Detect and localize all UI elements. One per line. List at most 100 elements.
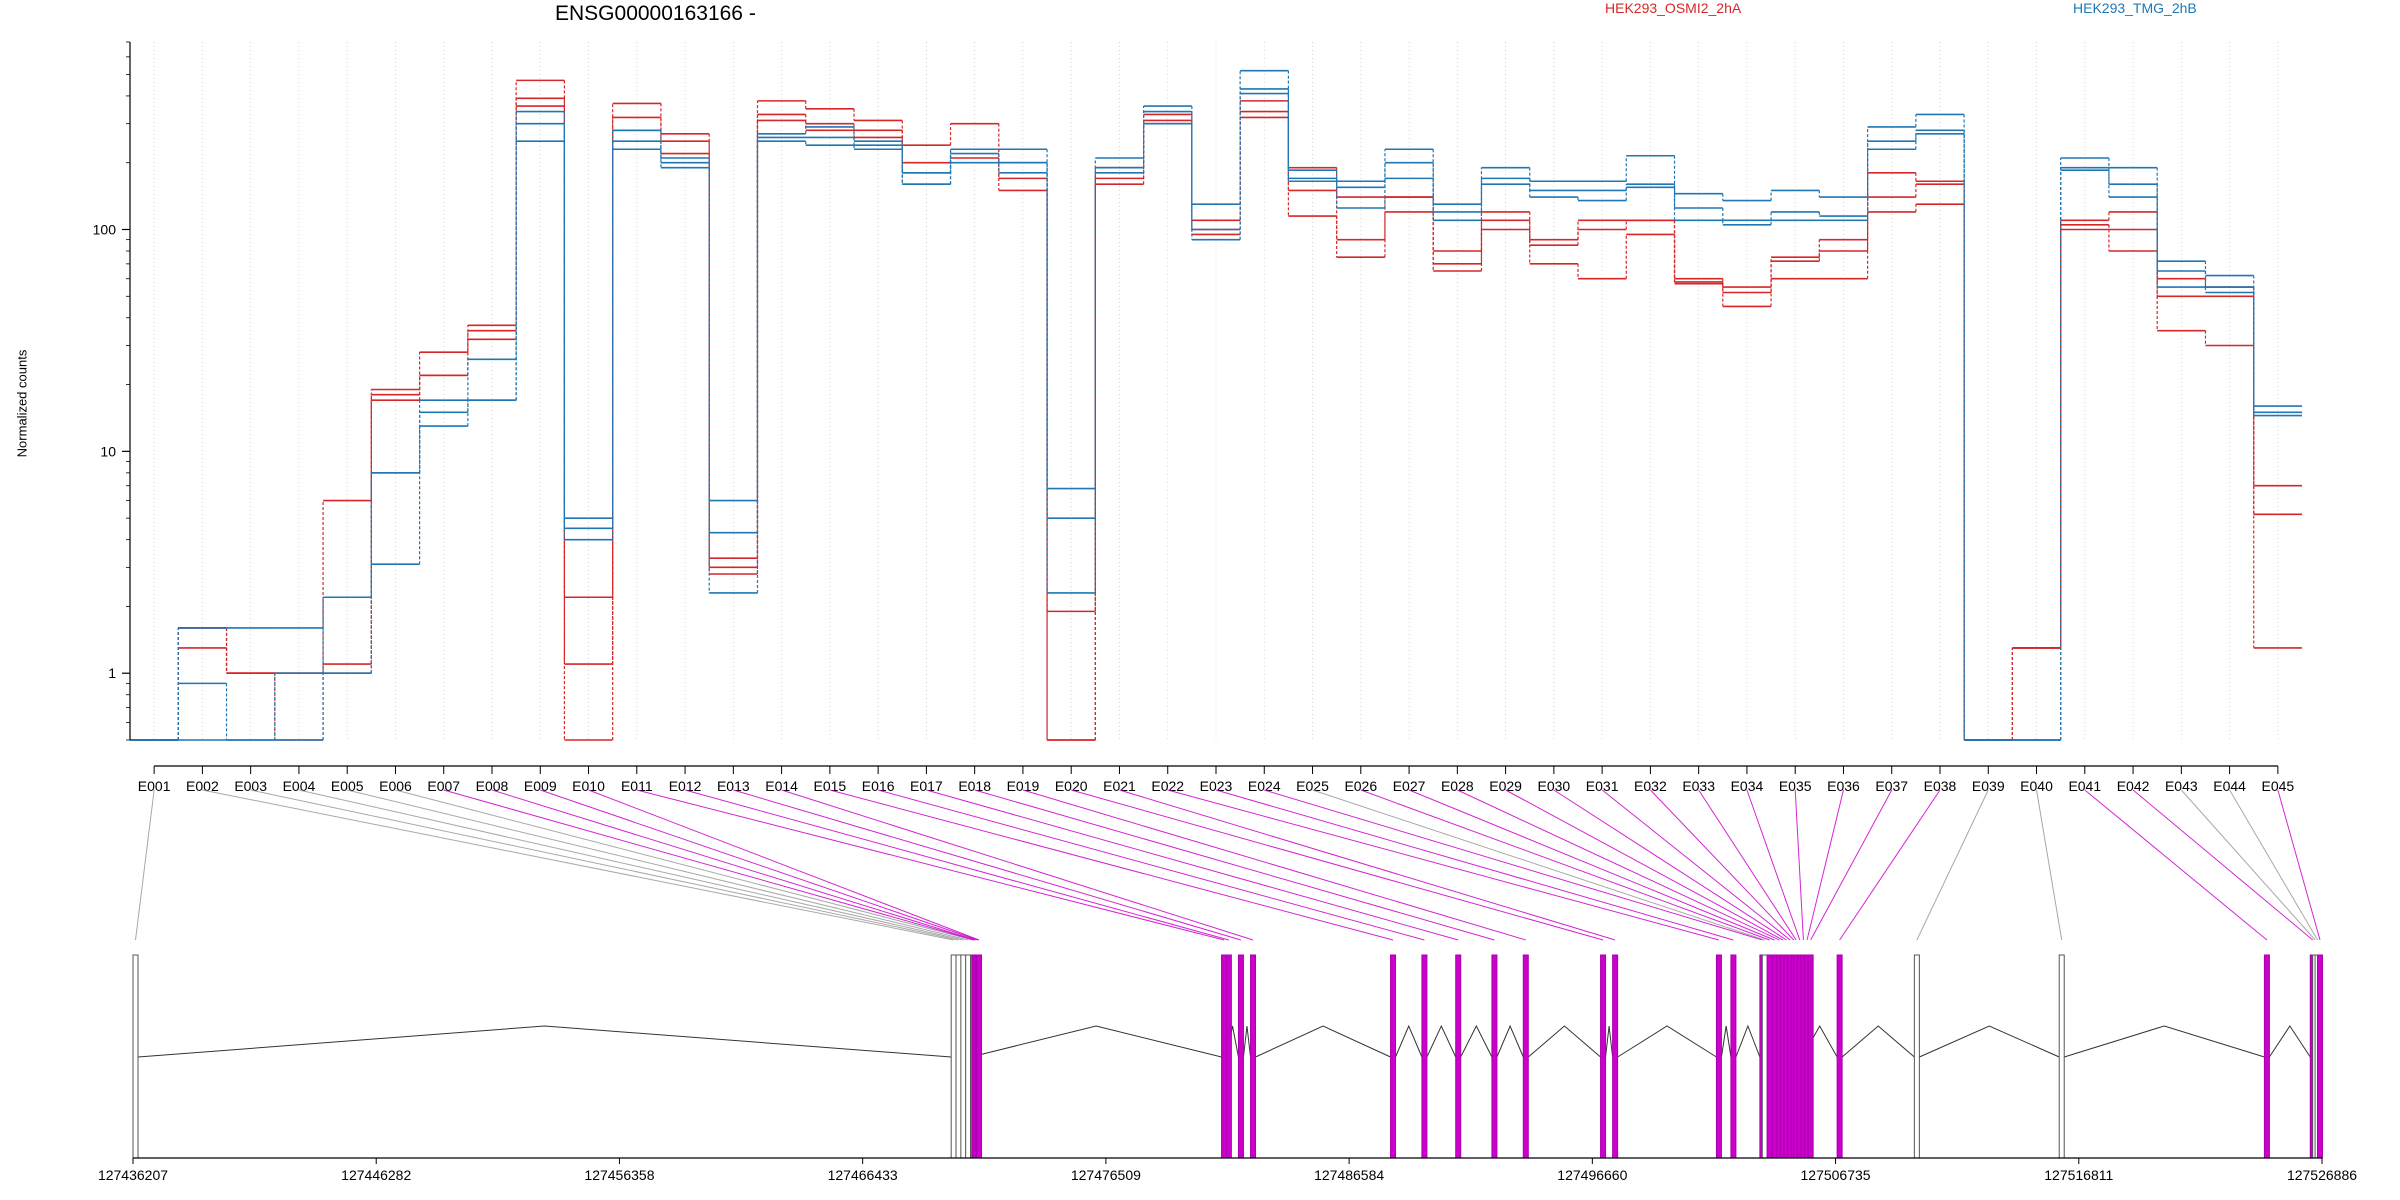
x-tick-label-e031: E031	[1586, 778, 1619, 794]
connector-e033	[1698, 789, 1797, 941]
connector-e003	[250, 789, 959, 941]
connector-e009	[540, 789, 978, 941]
exon-box-e041	[2263, 954, 2270, 1159]
connector-e012	[684, 789, 1230, 941]
connector-e023	[1215, 789, 1734, 941]
intron-14	[1735, 1024, 1761, 1058]
connector-e028	[1457, 789, 1780, 941]
connector-e026	[1360, 789, 1770, 941]
exon-box-e027	[1771, 954, 1778, 1159]
exon-box-e018	[1491, 954, 1498, 1159]
x-tick-label-e014: E014	[765, 778, 798, 794]
x-tick-label-e042: E042	[2117, 778, 2150, 794]
connector-e039	[1916, 789, 1989, 941]
connector-e013	[733, 789, 1242, 941]
connector-e036	[1806, 789, 1844, 941]
exon-box-e039	[1913, 954, 1920, 1159]
intron-19	[1841, 1025, 1915, 1058]
intron-20	[1919, 1025, 2060, 1058]
series-lines	[130, 69, 2302, 741]
connector-e035	[1794, 789, 1804, 941]
x-tick-label-e012: E012	[669, 778, 702, 794]
genomic-tick-label-7: 127506735	[1801, 1167, 1871, 1183]
chart-title: ENSG00000163166 -	[555, 2, 756, 25]
connector-e021	[1119, 789, 1616, 941]
x-tick-label-e038: E038	[1924, 778, 1957, 794]
connector-e038	[1839, 789, 1941, 941]
genomic-tick-label-5: 127486584	[1314, 1167, 1384, 1183]
intron-6	[1395, 1024, 1423, 1058]
gene-model	[132, 954, 2324, 1159]
x-tick-label-e009: E009	[524, 778, 557, 794]
connector-e010	[588, 789, 980, 941]
x-tick-label-e019: E019	[1007, 778, 1040, 794]
y-tick-label-10: 10	[100, 443, 116, 459]
exon-box-e010	[976, 954, 983, 1159]
connector-e005	[347, 789, 969, 941]
x-tick-label-e026: E026	[1344, 778, 1377, 794]
exon-box-e002	[950, 954, 957, 1159]
intron-8	[1460, 1024, 1493, 1058]
intron-10	[1527, 1025, 1601, 1058]
grid-lines	[153, 42, 2279, 740]
x-tick-label-e020: E020	[1055, 778, 1088, 794]
x-tick-label-e023: E023	[1200, 778, 1233, 794]
x-tick-label-e044: E044	[2213, 778, 2246, 794]
exon-box-e013	[1237, 954, 1244, 1159]
connector-e016	[878, 789, 1425, 941]
x-tick-label-e018: E018	[958, 778, 991, 794]
connector-e029	[1505, 789, 1784, 941]
connector-e042	[2132, 789, 2314, 941]
connector-e019	[1022, 789, 1526, 941]
y-tick-label-100: 100	[93, 221, 117, 237]
exon-box-e004	[960, 954, 967, 1159]
genomic-tick-label-8: 127516811	[2044, 1167, 2113, 1183]
intron-12	[1617, 1025, 1717, 1058]
x-tick-label-e002: E002	[186, 778, 219, 794]
exon-box-e017	[1455, 954, 1462, 1159]
exon-box-e016	[1421, 954, 1428, 1159]
x-tick-label-e003: E003	[234, 778, 267, 794]
x-tick-label-e021: E021	[1103, 778, 1136, 794]
x-tick-label-e041: E041	[2068, 778, 2101, 794]
x-tick-label-e025: E025	[1296, 778, 1329, 794]
genomic-tick-label-2: 127456358	[584, 1167, 654, 1183]
intron-0	[137, 1025, 952, 1058]
exon-box-e037	[1807, 954, 1814, 1159]
x-tick-label-e028: E028	[1441, 778, 1474, 794]
exon-box-e040	[2058, 954, 2065, 1159]
connector-e040	[2036, 789, 2063, 941]
connector-e007	[443, 789, 975, 941]
x-tick-label-e007: E007	[427, 778, 460, 794]
x-tick-label-e016: E016	[862, 778, 895, 794]
x-tick-label-e032: E032	[1634, 778, 1667, 794]
x-tick-label-e006: E006	[379, 778, 412, 794]
connector-e025	[1312, 789, 1765, 941]
connector-e001	[135, 789, 155, 941]
connector-e008	[491, 789, 976, 941]
connector-e018	[974, 789, 1495, 941]
exon-box-e001	[132, 954, 139, 1159]
x-tick-label-e040: E040	[2020, 778, 2053, 794]
x-tick-label-e005: E005	[331, 778, 364, 794]
genomic-tick-label-0: 127436207	[98, 1167, 168, 1183]
intron-5	[1255, 1025, 1391, 1058]
axes: 1 10 100 E001 E002 E003 E004 E005 E006 E007 E008 E0…	[93, 41, 2294, 794]
connector-e031	[1601, 789, 1791, 941]
legend-entry-tmg: HEK293_TMG_2hB	[2073, 0, 2197, 16]
x-tick-label-e013: E013	[717, 778, 750, 794]
genomic-axis: 127436207 127446282 127456358 127466433 1274…	[98, 1157, 2357, 1183]
x-tick-label-e024: E024	[1248, 778, 1281, 794]
connector-e041	[2084, 789, 2268, 941]
genomic-tick-label-3: 127466433	[828, 1167, 898, 1183]
intron-7	[1426, 1024, 1457, 1058]
connector-e022	[1167, 789, 1720, 941]
genomic-tick-label-9: 127526886	[2287, 1167, 2357, 1183]
connector-e024	[1264, 789, 1763, 941]
exon-box-e022	[1715, 954, 1722, 1159]
x-tick-label-e034: E034	[1731, 778, 1764, 794]
x-tick-label-e033: E033	[1682, 778, 1715, 794]
x-tick-label-e030: E030	[1538, 778, 1571, 794]
exon-box-e026	[1766, 954, 1773, 1159]
